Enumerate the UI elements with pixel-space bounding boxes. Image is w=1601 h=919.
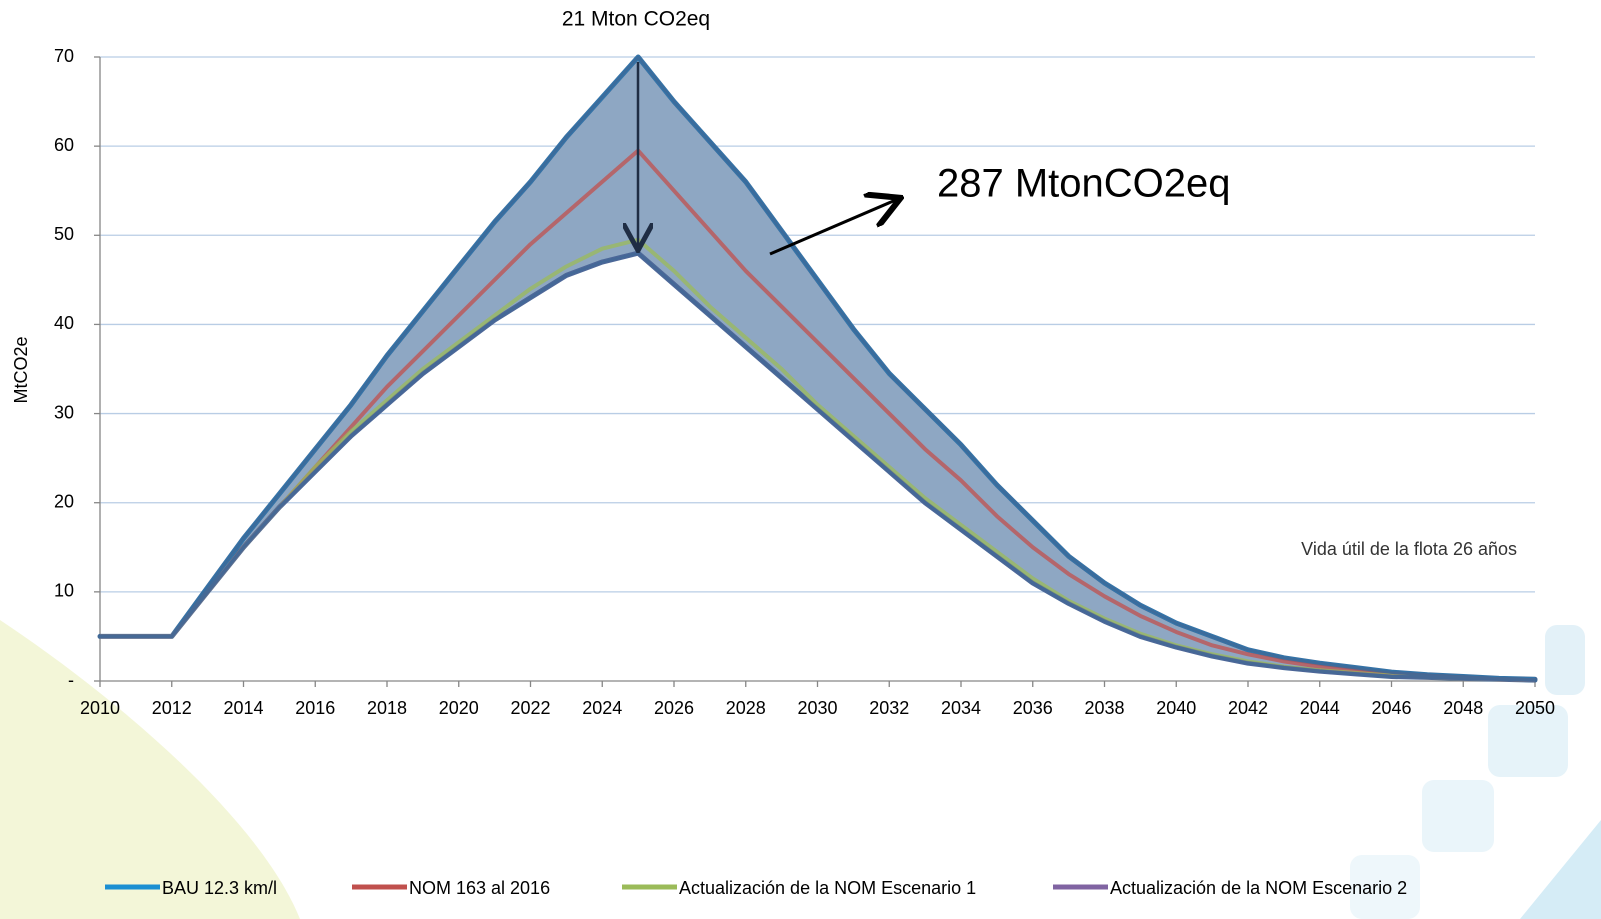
x-tick-label: 2042: [1228, 698, 1268, 718]
background-shape: [1350, 855, 1420, 919]
y-tick-label: 40: [54, 313, 74, 333]
annotation-arrow: [769, 199, 898, 256]
x-tick-label: 2038: [1084, 698, 1124, 718]
y-tick-label: 60: [54, 135, 74, 155]
x-tick-label: 2046: [1371, 698, 1411, 718]
background-shape: [1422, 780, 1494, 852]
legend-label: BAU 12.3 km/l: [162, 878, 277, 898]
x-tick-label: 2030: [797, 698, 837, 718]
y-tick-label: 50: [54, 224, 74, 244]
background-shape: [1488, 705, 1568, 777]
x-tick-label: 2024: [582, 698, 622, 718]
legend: BAU 12.3 km/l NOM 163 al 2016 Actualizació…: [105, 878, 1407, 898]
x-tick-label: 2044: [1300, 698, 1340, 718]
legend-label: Actualización de la NOM Escenario 2: [1110, 878, 1407, 898]
background-shape: [1545, 625, 1585, 695]
y-tick-label: 20: [54, 491, 74, 511]
x-tick-label: 2020: [439, 698, 479, 718]
x-tick-label: 2028: [726, 698, 766, 718]
area-outline: [100, 55, 1537, 682]
annotation: 287 MtonCO2eq: [937, 162, 1231, 206]
y-tick-label: 30: [54, 402, 74, 422]
y-tick-label: 10: [54, 581, 74, 601]
x-tick-label: 2040: [1156, 698, 1196, 718]
y-tick-label: 70: [54, 46, 74, 66]
legend-label: Actualización de la NOM Escenario 1: [679, 878, 976, 898]
x-tick-label: 2048: [1443, 698, 1483, 718]
x-tick-label: 2034: [941, 698, 981, 718]
x-tick-label: 2012: [152, 698, 192, 718]
annotation: Vida útil de la flota 26 años: [1301, 539, 1517, 559]
background-shape: [1520, 820, 1601, 919]
x-tick-label: 2018: [367, 698, 407, 718]
y-tick-label: -: [68, 670, 74, 690]
x-tick-label: 2036: [1013, 698, 1053, 718]
y-axis-label: MtCO2e: [11, 336, 31, 403]
series-line: [100, 148, 1536, 683]
x-tick-label: 2022: [510, 698, 550, 718]
x-tick-label: 2016: [295, 698, 335, 718]
x-tick-label: 2050: [1515, 698, 1555, 718]
area-band: [97, 54, 1538, 683]
background-shape: [0, 620, 300, 919]
x-tick-label: 2010: [80, 698, 120, 718]
x-tick-label: 2032: [869, 698, 909, 718]
legend-label: NOM 163 al 2016: [409, 878, 550, 898]
x-tick-label: 2014: [223, 698, 263, 718]
x-tick-label: 2026: [654, 698, 694, 718]
annotation: 21 Mton CO2eq: [562, 8, 710, 31]
